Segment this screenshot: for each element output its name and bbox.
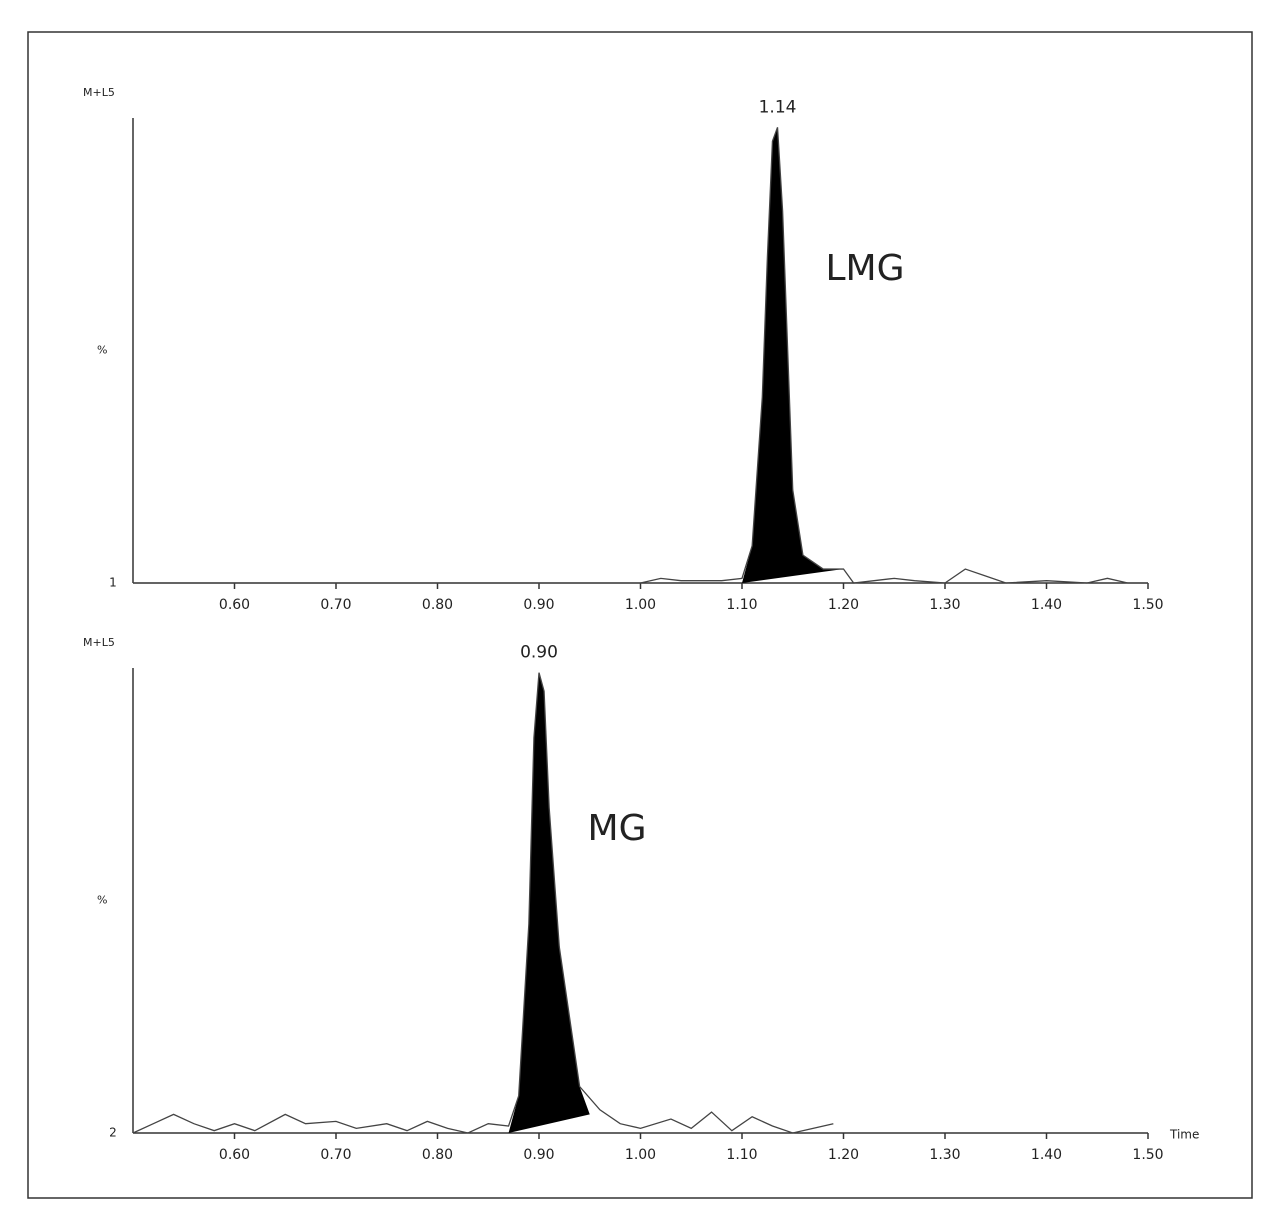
frame	[27, 31, 1253, 1199]
x-tick-label: 0.90	[523, 1147, 554, 1163]
x-tick-label: 1.40	[1031, 597, 1062, 613]
peak-annotation: MG	[588, 808, 647, 849]
trace-title: M+L5	[83, 86, 115, 99]
panel-label: 2	[109, 1126, 117, 1140]
peak-area	[742, 127, 844, 584]
trace-line	[132, 672, 834, 1134]
peak-annotation: LMG	[825, 248, 904, 289]
x-tick-label: 1.00	[625, 1147, 656, 1163]
x-tick-label: 0.80	[422, 597, 453, 613]
x-tick-label: 1.20	[828, 597, 859, 613]
x-tick-label: 0.90	[523, 597, 554, 613]
x-tick-label: 0.70	[320, 1147, 351, 1163]
x-tick-label: 0.60	[219, 1147, 250, 1163]
trace-line	[133, 127, 1148, 584]
peak-label: 1.14	[759, 97, 797, 117]
x-tick-label: 1.50	[1132, 1147, 1163, 1163]
x-tick-label: 1.10	[726, 597, 757, 613]
x-tick-label: 1.50	[1132, 597, 1163, 613]
x-tick-label: 1.20	[828, 1147, 859, 1163]
x-tick-label: 0.80	[422, 1147, 453, 1163]
x-tick-label: 1.10	[726, 1147, 757, 1163]
trace-title: M+L5	[83, 636, 115, 649]
x-tick-label: 1.30	[929, 597, 960, 613]
x-axis-label: Time	[1169, 1128, 1199, 1142]
panel-label: 1	[109, 576, 117, 590]
y-axis-label: %	[97, 894, 107, 907]
x-tick-label: 0.60	[219, 597, 250, 613]
x-tick-label: 0.70	[320, 597, 351, 613]
x-tick-label: 1.40	[1031, 1147, 1062, 1163]
x-tick-label: 1.00	[625, 597, 656, 613]
peak-label: 0.90	[520, 643, 558, 663]
y-axis-label: %	[97, 344, 107, 357]
x-tick-label: 1.30	[929, 1147, 960, 1163]
